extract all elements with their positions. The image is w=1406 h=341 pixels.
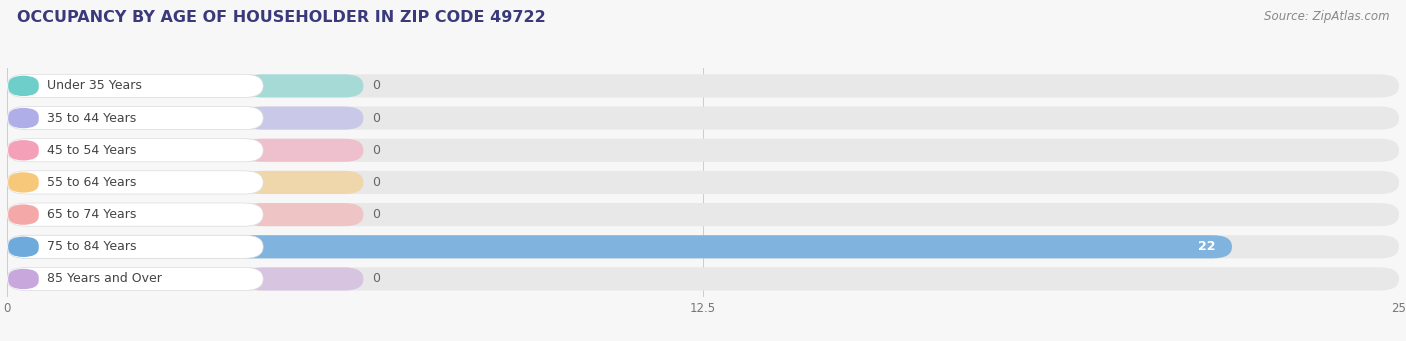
FancyBboxPatch shape: [8, 108, 39, 128]
FancyBboxPatch shape: [7, 74, 1399, 98]
Text: 45 to 54 Years: 45 to 54 Years: [48, 144, 136, 157]
FancyBboxPatch shape: [7, 171, 1399, 194]
FancyBboxPatch shape: [243, 139, 363, 162]
Text: 65 to 74 Years: 65 to 74 Years: [48, 208, 136, 221]
Text: 0: 0: [371, 112, 380, 124]
Text: 55 to 64 Years: 55 to 64 Years: [48, 176, 136, 189]
FancyBboxPatch shape: [7, 139, 263, 162]
Text: OCCUPANCY BY AGE OF HOUSEHOLDER IN ZIP CODE 49722: OCCUPANCY BY AGE OF HOUSEHOLDER IN ZIP C…: [17, 10, 546, 25]
FancyBboxPatch shape: [7, 106, 263, 130]
FancyBboxPatch shape: [243, 203, 363, 226]
Text: 0: 0: [371, 79, 380, 92]
FancyBboxPatch shape: [243, 106, 363, 130]
FancyBboxPatch shape: [7, 106, 1399, 130]
FancyBboxPatch shape: [7, 267, 1399, 291]
Text: 75 to 84 Years: 75 to 84 Years: [48, 240, 136, 253]
FancyBboxPatch shape: [8, 237, 39, 257]
Text: Source: ZipAtlas.com: Source: ZipAtlas.com: [1264, 10, 1389, 23]
FancyBboxPatch shape: [7, 235, 1399, 258]
FancyBboxPatch shape: [243, 267, 363, 291]
Text: 0: 0: [371, 176, 380, 189]
FancyBboxPatch shape: [8, 76, 39, 96]
Text: 35 to 44 Years: 35 to 44 Years: [48, 112, 136, 124]
FancyBboxPatch shape: [8, 269, 39, 289]
FancyBboxPatch shape: [8, 140, 39, 161]
Text: Under 35 Years: Under 35 Years: [48, 79, 142, 92]
Text: 0: 0: [371, 208, 380, 221]
FancyBboxPatch shape: [7, 203, 263, 226]
FancyBboxPatch shape: [7, 74, 263, 98]
FancyBboxPatch shape: [7, 235, 1232, 258]
Text: 85 Years and Over: 85 Years and Over: [48, 272, 162, 285]
Text: 22: 22: [1198, 240, 1215, 253]
FancyBboxPatch shape: [8, 204, 39, 225]
FancyBboxPatch shape: [8, 172, 39, 193]
Text: 0: 0: [371, 144, 380, 157]
FancyBboxPatch shape: [7, 171, 263, 194]
FancyBboxPatch shape: [243, 74, 363, 98]
FancyBboxPatch shape: [7, 203, 1399, 226]
FancyBboxPatch shape: [7, 139, 1399, 162]
FancyBboxPatch shape: [243, 171, 363, 194]
FancyBboxPatch shape: [7, 235, 263, 258]
Text: 0: 0: [371, 272, 380, 285]
FancyBboxPatch shape: [7, 267, 263, 291]
